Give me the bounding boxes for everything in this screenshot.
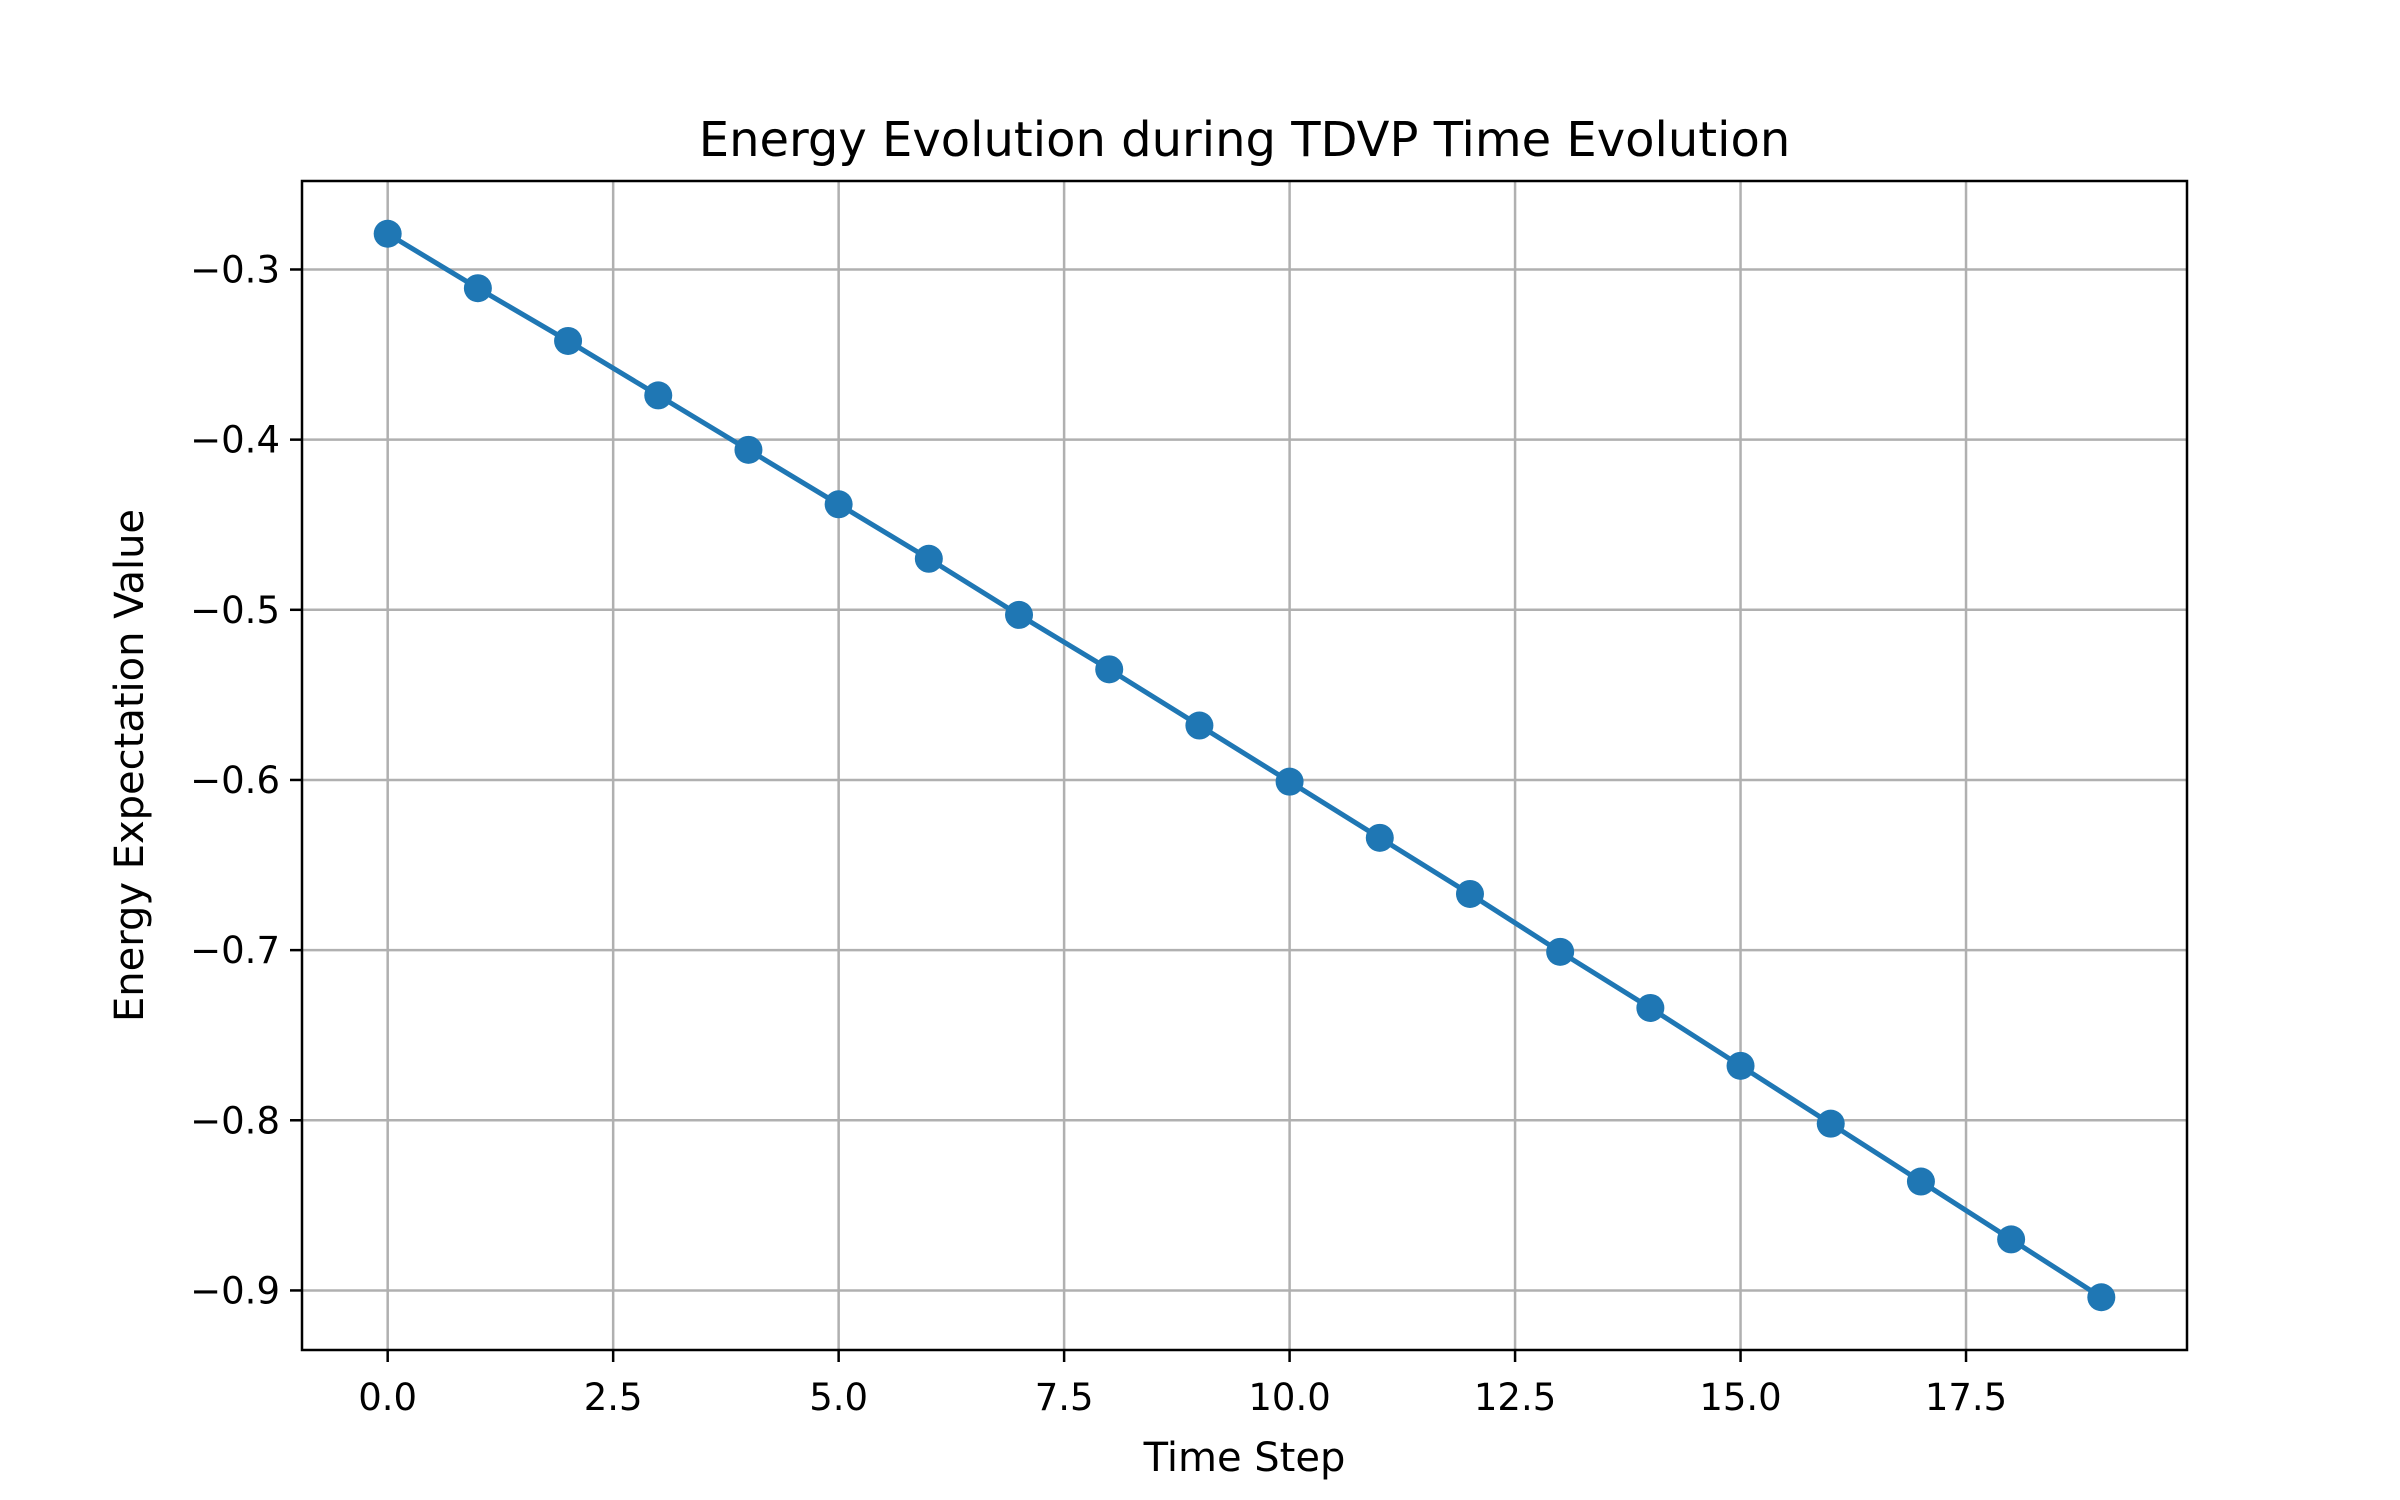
chart-title: Energy Evolution during TDVP Time Evolut… — [699, 112, 1790, 168]
data-point — [373, 219, 402, 248]
data-point — [1546, 937, 1575, 966]
x-tick-label: 7.5 — [1035, 1376, 1094, 1419]
data-point — [463, 274, 492, 303]
y-tick-label: −0.4 — [190, 419, 280, 462]
x-tick-label: 0.0 — [358, 1376, 417, 1419]
data-markers — [373, 219, 2116, 1312]
grid — [302, 181, 2187, 1350]
x-tick-label: 17.5 — [1925, 1376, 2007, 1419]
y-tick-label: −0.5 — [190, 589, 280, 632]
data-point — [1636, 993, 1665, 1022]
x-tick-label: 5.0 — [809, 1376, 868, 1419]
x-tick-label: 15.0 — [1699, 1376, 1781, 1419]
x-tick-label: 12.5 — [1474, 1376, 1556, 1419]
y-tick-label: −0.3 — [190, 248, 280, 291]
y-tick-label: −0.6 — [190, 759, 280, 802]
data-point — [554, 326, 583, 355]
data-point — [1095, 655, 1124, 684]
data-point — [1365, 823, 1394, 852]
data-point — [914, 544, 943, 573]
data-point — [1816, 1109, 1845, 1138]
data-point — [824, 490, 853, 519]
data-point — [1455, 879, 1484, 908]
data-point — [1726, 1051, 1755, 1080]
plot-frame — [300, 179, 2189, 1352]
data-point — [734, 435, 763, 464]
series-line-layer — [385, 231, 2104, 1300]
series-line — [385, 231, 2104, 1300]
data-point — [1997, 1225, 2026, 1254]
x-axis-label: Time Step — [1143, 1435, 1346, 1481]
data-point — [644, 381, 673, 410]
data-point — [1906, 1167, 1935, 1196]
y-tick-label: −0.9 — [190, 1269, 280, 1312]
x-tick-label: 10.0 — [1248, 1376, 1330, 1419]
data-point — [2087, 1283, 2116, 1312]
y-tick-label: −0.7 — [190, 929, 280, 972]
y-tick-label: −0.8 — [190, 1099, 280, 1142]
axis-ticks: 0.0 2.5 5.0 7.5 10.0 12.5 15.0 17.5 −0.3 −0.4 −0.5… — [190, 248, 2007, 1419]
y-axis-label: Energy Expectation Value — [107, 509, 153, 1022]
data-point — [1185, 711, 1214, 740]
data-point — [1275, 767, 1304, 796]
data-point — [1005, 600, 1034, 629]
x-tick-label: 2.5 — [584, 1376, 643, 1419]
